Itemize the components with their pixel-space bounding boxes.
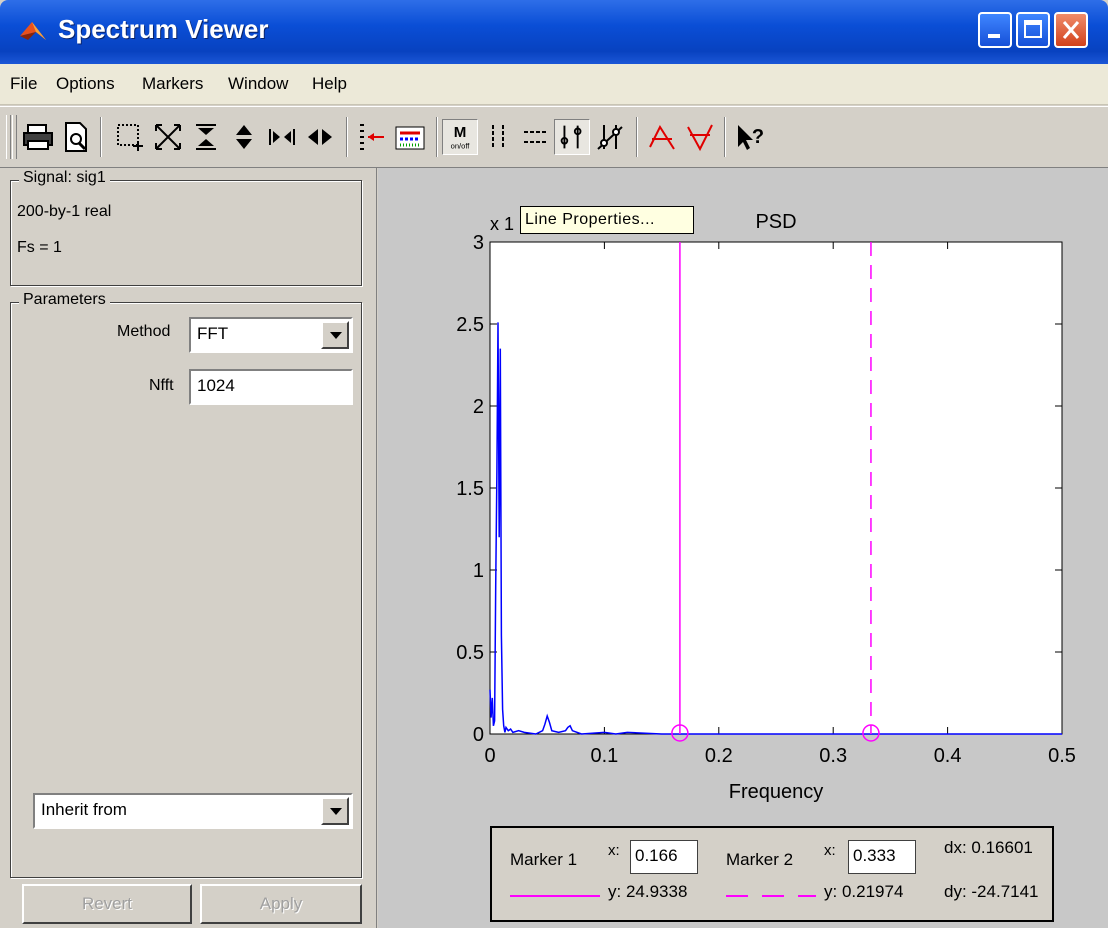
marker1-x-input[interactable]: 0.166 — [630, 840, 698, 874]
svg-text:M: M — [454, 124, 467, 141]
marker2-x-value: 0.333 — [853, 846, 896, 865]
inherit-value: Inherit from — [41, 800, 127, 819]
title-bar[interactable]: Spectrum Viewer — [0, 0, 1108, 64]
close-icon — [1062, 21, 1080, 39]
toolbar-separator — [100, 117, 102, 157]
left-panel: Signal: sig1 200-by-1 real Fs = 1 Parame… — [0, 168, 377, 928]
method-label: Method — [117, 323, 171, 340]
inherit-dropdown[interactable]: Inherit from — [33, 793, 353, 829]
nfft-input[interactable]: 1024 — [189, 369, 353, 405]
signal-size: 200-by-1 real — [17, 203, 112, 220]
nfft-label: Nfft — [149, 377, 174, 394]
markers-on-off-icon: M on/off — [451, 124, 471, 150]
apply-button[interactable]: Apply — [200, 884, 362, 924]
toolbar-separator — [724, 117, 726, 157]
menu-bar: File Options Markers Window Help — [0, 64, 1108, 105]
menu-help[interactable]: Help — [312, 74, 347, 93]
parameters-label: Parameters — [19, 291, 110, 309]
track-markers-button[interactable] — [554, 119, 590, 155]
parameters-group: Parameters Method FFT Nfft 1024 Inherit … — [10, 291, 362, 878]
nfft-value: 1024 — [197, 376, 235, 395]
plot-area — [378, 168, 1108, 928]
signal-group: Signal: sig1 200-by-1 real Fs = 1 — [10, 169, 362, 286]
method-dropdown[interactable]: FFT — [189, 317, 353, 353]
svg-text:on/off: on/off — [451, 141, 471, 150]
print-icon[interactable] — [20, 119, 56, 155]
marker2-line-sample — [726, 895, 816, 897]
revert-button[interactable]: Revert — [22, 884, 192, 924]
print-preview-icon[interactable] — [58, 119, 94, 155]
minimize-icon — [988, 34, 1000, 38]
chevron-down-icon[interactable] — [321, 321, 349, 349]
marker1-x-value: 0.166 — [635, 846, 678, 865]
dx-readout: dx: 0.16601 — [944, 838, 1033, 857]
maximize-button[interactable] — [1016, 12, 1050, 48]
svg-text:?: ? — [752, 126, 764, 148]
marker-panel: Marker 1 x: 0.166 Marker 2 x: 0.333 dx: … — [490, 826, 1054, 922]
matlab-icon — [20, 22, 46, 40]
maximize-icon — [1024, 20, 1042, 38]
marker1-line-sample — [510, 895, 600, 897]
signal-label: Signal: sig1 — [19, 169, 110, 187]
toolbar-grip[interactable] — [12, 115, 17, 159]
toolbar: M on/off — [0, 106, 1108, 168]
valleys-icon[interactable] — [682, 119, 718, 155]
signal-fs: Fs = 1 — [17, 239, 62, 256]
marker2-label: Marker 2 — [726, 850, 794, 869]
zoom-y-icon[interactable] — [188, 119, 224, 155]
line-properties-icon[interactable] — [354, 119, 390, 155]
tooltip: Line Properties... — [520, 206, 694, 234]
marker2-y-readout: y: 0.21974 — [824, 882, 904, 901]
slope-markers-icon[interactable] — [592, 119, 628, 155]
method-value: FFT — [197, 324, 229, 343]
peaks-icon[interactable] — [644, 119, 680, 155]
marker1-y-readout: y: 24.9338 — [608, 882, 688, 901]
marker1-label: Marker 1 — [510, 850, 578, 869]
marker2-x-label: x: — [824, 842, 836, 859]
horizontal-markers-icon[interactable] — [518, 119, 554, 155]
dy-readout: dy: -24.7141 — [944, 882, 1039, 901]
zoom-box-icon[interactable] — [112, 119, 148, 155]
full-view-icon[interactable] — [150, 119, 186, 155]
toolbar-separator — [346, 117, 348, 157]
menu-file[interactable]: File — [10, 74, 38, 93]
toolbar-separator — [636, 117, 638, 157]
chevron-down-icon[interactable] — [321, 797, 349, 825]
minimize-button[interactable] — [978, 12, 1012, 48]
expand-y-icon[interactable] — [226, 119, 262, 155]
markers-on-off-button[interactable]: M on/off — [442, 119, 478, 155]
menu-markers[interactable]: Markers — [142, 74, 204, 93]
expand-x-icon[interactable] — [302, 119, 338, 155]
toolbar-grip[interactable] — [6, 115, 11, 159]
legend-icon[interactable] — [392, 119, 428, 155]
whats-this-icon[interactable]: ? — [732, 119, 768, 155]
marker2-x-input[interactable]: 0.333 — [848, 840, 916, 874]
marker1-x-label: x: — [608, 842, 620, 859]
vertical-markers-icon[interactable] — [480, 119, 516, 155]
zoom-x-icon[interactable] — [264, 119, 300, 155]
track-markers-icon — [560, 125, 582, 149]
close-button[interactable] — [1054, 12, 1088, 48]
toolbar-separator — [436, 117, 438, 157]
menu-window[interactable]: Window — [228, 74, 289, 93]
window-title: Spectrum Viewer — [58, 14, 269, 44]
menu-options[interactable]: Options — [56, 74, 115, 93]
